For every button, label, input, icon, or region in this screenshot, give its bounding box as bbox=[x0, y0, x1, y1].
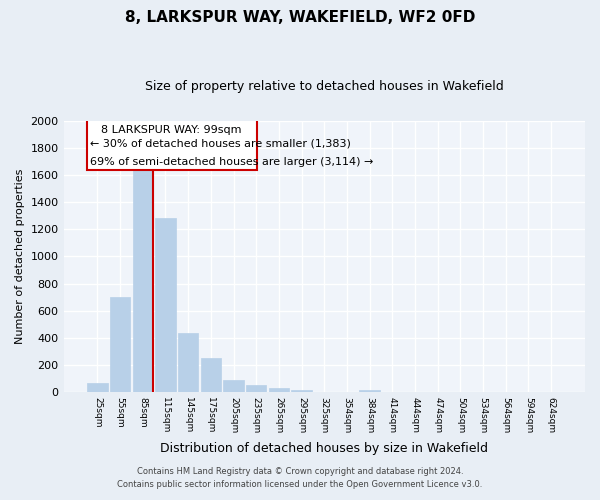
Bar bbox=[87, 383, 107, 392]
Bar bbox=[246, 385, 266, 392]
Bar bbox=[292, 390, 312, 392]
Bar bbox=[178, 332, 199, 392]
Bar bbox=[155, 218, 176, 392]
Title: Size of property relative to detached houses in Wakefield: Size of property relative to detached ho… bbox=[145, 80, 503, 93]
Text: 8 LARKSPUR WAY: 99sqm: 8 LARKSPUR WAY: 99sqm bbox=[101, 124, 242, 134]
FancyBboxPatch shape bbox=[86, 114, 257, 170]
Text: Contains HM Land Registry data © Crown copyright and database right 2024.
Contai: Contains HM Land Registry data © Crown c… bbox=[118, 468, 482, 489]
Bar bbox=[200, 358, 221, 392]
Text: 8, LARKSPUR WAY, WAKEFIELD, WF2 0FD: 8, LARKSPUR WAY, WAKEFIELD, WF2 0FD bbox=[125, 10, 475, 25]
Bar bbox=[269, 388, 289, 392]
Bar bbox=[133, 170, 153, 392]
Text: 69% of semi-detached houses are larger (3,114) →: 69% of semi-detached houses are larger (… bbox=[90, 158, 373, 168]
Y-axis label: Number of detached properties: Number of detached properties bbox=[15, 169, 25, 344]
Text: ← 30% of detached houses are smaller (1,383): ← 30% of detached houses are smaller (1,… bbox=[90, 138, 351, 148]
Bar bbox=[359, 390, 380, 392]
X-axis label: Distribution of detached houses by size in Wakefield: Distribution of detached houses by size … bbox=[160, 442, 488, 455]
Bar bbox=[223, 380, 244, 392]
Bar bbox=[110, 298, 130, 392]
